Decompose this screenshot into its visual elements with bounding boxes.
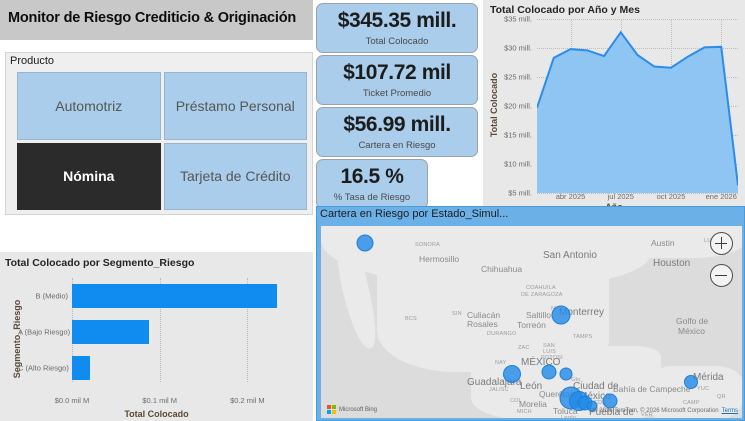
map-data-bubble[interactable]	[503, 365, 521, 383]
map-data-bubble[interactable]	[586, 400, 598, 412]
kpi-label: Ticket Promedio	[362, 87, 432, 99]
kpi-card-cartera-en-riesgo[interactable]: $56.99 mill. Cartera en Riesgo	[316, 107, 478, 157]
map-data-bubble[interactable]	[559, 367, 573, 381]
slicer-tile-label: Préstamo Personal	[175, 97, 295, 114]
map-data-bubble[interactable]	[684, 375, 698, 389]
chart-y-tick-label: $10 mill.	[504, 159, 532, 169]
bar-segment[interactable]	[72, 320, 150, 344]
map-attribution: © 2026 TomTom, © 2026 Microsoft Corporat…	[593, 408, 738, 414]
chart-x-tick-label: $0.1 mil M	[142, 396, 177, 405]
chart-title: Cartera en Riesgo por Estado_Simul...	[320, 208, 509, 220]
map-data-bubble[interactable]	[356, 234, 374, 252]
map-cartera-en-riesgo-por-estado[interactable]: Cartera en Riesgo por Estado_Simul... Au…	[316, 206, 745, 421]
chart-y-tick-label: $20 mill.	[504, 101, 532, 111]
kpi-label: Cartera en Riesgo	[358, 139, 436, 151]
kpi-label: % Tasa de Riesgo	[333, 191, 411, 203]
bar-segment[interactable]	[72, 284, 278, 308]
producto-slicer[interactable]: Producto Automotriz Préstamo Personal Nómi…	[5, 52, 313, 215]
chart-x-tick-label: oct 2025	[656, 192, 686, 201]
slicer-tile-nómina[interactable]: Nómina	[17, 142, 161, 210]
slicer-tile-label: Tarjeta de Crédito	[179, 168, 291, 185]
chart-series-area	[536, 30, 739, 194]
slicer-tile-tarjeta-de-crédito[interactable]: Tarjeta de Crédito	[163, 142, 307, 210]
map-zoom-in-icon[interactable]	[710, 232, 733, 255]
page-title: Monitor de Riesgo Crediticio & Originaci…	[8, 10, 297, 26]
bar-chart-total-colocado-por-segmento-riesgo[interactable]: Total Colocado por Segmento_Riesgo Segme…	[0, 252, 313, 421]
microsoft-logo-icon	[327, 405, 336, 414]
chart-category-label: C (Alto Riesgo)	[18, 363, 69, 373]
chart-x-tick-label: abr 2025	[555, 192, 586, 201]
chart-gridline	[537, 193, 738, 194]
chart-gridline	[159, 278, 162, 382]
chart-title: Total Colocado por Segmento_Riesgo	[5, 257, 195, 269]
map-zoom-out-icon[interactable]	[710, 264, 733, 287]
kpi-value: $107.72 mil	[343, 60, 451, 84]
chart-y-tick-label: $15 mill.	[504, 130, 532, 140]
bing-label: Microsoft Bing	[339, 406, 378, 413]
kpi-card-ticket-promedio[interactable]: $107.72 mil Ticket Promedio	[316, 55, 478, 105]
map-attribution-text: © 2026 TomTom, © 2026 Microsoft Corporat…	[593, 408, 719, 414]
chart-gridline	[537, 48, 738, 49]
chart-gridline	[537, 19, 738, 20]
chart-line	[536, 30, 739, 186]
map-data-bubble[interactable]	[551, 305, 571, 325]
chart-x-tick-label: $0.2 mil M	[230, 396, 265, 405]
map-data-bubble[interactable]	[602, 393, 618, 409]
chart-title: Total Colocado por Año y Mes	[490, 4, 640, 16]
map-terms-link[interactable]: Terms	[721, 408, 738, 414]
map-land-yucatan	[651, 366, 742, 418]
chart-y-axis-label: Segmento_Riesgo	[12, 299, 22, 379]
area-chart-total-colocado-por-ano-y-mes[interactable]: Total Colocado por Año y Mes Total Coloc…	[483, 0, 745, 213]
microsoft-bing-logo: Microsoft Bing	[327, 405, 377, 414]
kpi-value: 16.5 %	[340, 164, 404, 188]
chart-y-tick-label: $35 mill.	[504, 14, 532, 24]
kpi-card-tasa-de-riesgo[interactable]: 16.5 % % Tasa de Riesgo	[316, 159, 428, 209]
kpi-value: $345.35 mill.	[337, 8, 457, 32]
chart-gridline	[247, 278, 249, 382]
bar-segment[interactable]	[72, 356, 91, 380]
chart-y-tick-label: $5 mill.	[508, 188, 532, 198]
chart-y-tick-label: $30 mill.	[504, 43, 532, 53]
chart-plot-area	[536, 19, 739, 194]
chart-category-label: B (Medio)	[35, 291, 68, 301]
chart-area-fill	[537, 32, 738, 194]
kpi-value: $56.99 mill.	[343, 112, 451, 136]
slicer-tile-label: Nómina	[63, 168, 115, 185]
chart-y-tick-label: $25 mill.	[504, 72, 532, 82]
report-header-band	[0, 0, 313, 40]
kpi-label: Total Colocado	[365, 35, 429, 47]
slicer-tile-automotriz[interactable]: Automotriz	[17, 72, 161, 140]
chart-x-tick-label: ene 2026	[705, 192, 737, 201]
chart-x-tick-label: $0.0 mil M	[54, 396, 90, 405]
chart-x-axis-label: Total Colocado	[124, 409, 189, 419]
map-data-bubble[interactable]	[541, 364, 557, 380]
chart-x-tick-label: jul 2025	[607, 192, 634, 201]
slicer-tile-grid: Automotriz Préstamo Personal Nómina Tarjeta…	[17, 72, 307, 210]
slicer-tile-préstamo-personal[interactable]: Préstamo Personal	[163, 72, 307, 140]
slicer-tile-label: Automotriz	[55, 97, 123, 114]
kpi-card-total-colocado[interactable]: $345.35 mill. Total Colocado	[316, 3, 478, 53]
chart-category-label: A (Bajo Riesgo)	[18, 327, 71, 337]
slicer-header-label: Producto	[10, 55, 55, 67]
